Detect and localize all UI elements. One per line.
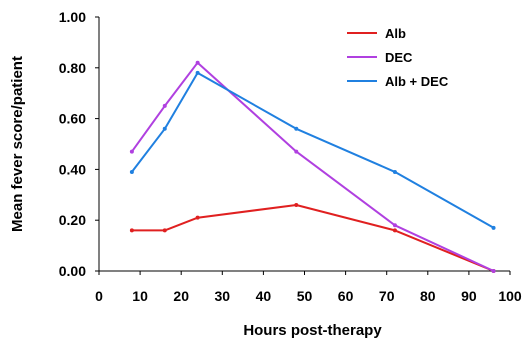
x-tick-label: 20 (173, 288, 189, 304)
series-alb-dec (129, 70, 496, 230)
legend: Alb DEC Alb + DEC (347, 26, 449, 89)
y-tick-label: 1.00 (59, 9, 86, 25)
data-point-alb-dec (294, 126, 299, 131)
data-point-alb (129, 228, 134, 233)
x-tick-label: 40 (256, 288, 272, 304)
x-tick-label: 60 (338, 288, 354, 304)
ticks: 0.00 0.20 0.40 0.60 0.80 1.00 0 10 20 30 40 50 60 70 8… (59, 9, 522, 304)
series-layer (129, 60, 496, 273)
legend-label-dec: DEC (385, 50, 413, 65)
series-alb (129, 202, 496, 273)
series-dec (129, 60, 496, 273)
x-tick-label: 80 (420, 288, 436, 304)
y-tick-label: 0.60 (59, 111, 86, 127)
x-tick-label: 10 (132, 288, 148, 304)
legend-label-alb: Alb (385, 26, 406, 41)
data-point-dec (294, 149, 299, 154)
data-point-dec (392, 223, 397, 228)
data-point-alb-dec (392, 169, 397, 174)
data-point-alb-dec (491, 225, 496, 230)
x-axis-title: Hours post-therapy (243, 322, 382, 339)
data-point-alb (392, 228, 397, 233)
series-line-dec (131, 61, 495, 272)
data-point-alb (294, 202, 299, 207)
data-point-alb-dec (195, 70, 200, 75)
data-point-alb (195, 215, 200, 220)
y-tick-label: 0.20 (59, 212, 86, 228)
x-tick-label: 100 (498, 288, 522, 304)
data-point-dec (129, 149, 134, 154)
y-tick-label: 0.00 (59, 263, 86, 279)
data-point-dec (162, 103, 167, 108)
y-tick-label: 0.40 (59, 161, 86, 177)
x-tick-label: 90 (461, 288, 477, 304)
data-point-dec (195, 60, 200, 65)
series-line-alb (131, 204, 494, 272)
x-tick-label: 50 (297, 288, 313, 304)
x-tick-label: 30 (215, 288, 231, 304)
data-point-alb (162, 228, 167, 233)
axes (98, 17, 510, 272)
data-point-alb-dec (129, 169, 134, 174)
x-tick-label: 0 (95, 288, 103, 304)
y-tick-label: 0.80 (59, 60, 86, 76)
legend-label-alb-dec: Alb + DEC (385, 74, 449, 89)
x-tick-label: 70 (379, 288, 395, 304)
data-point-dec (491, 269, 496, 273)
series-line-alb-dec (131, 71, 495, 229)
y-axis-title: Mean fever score/patient (9, 56, 26, 232)
data-point-alb-dec (162, 126, 167, 131)
